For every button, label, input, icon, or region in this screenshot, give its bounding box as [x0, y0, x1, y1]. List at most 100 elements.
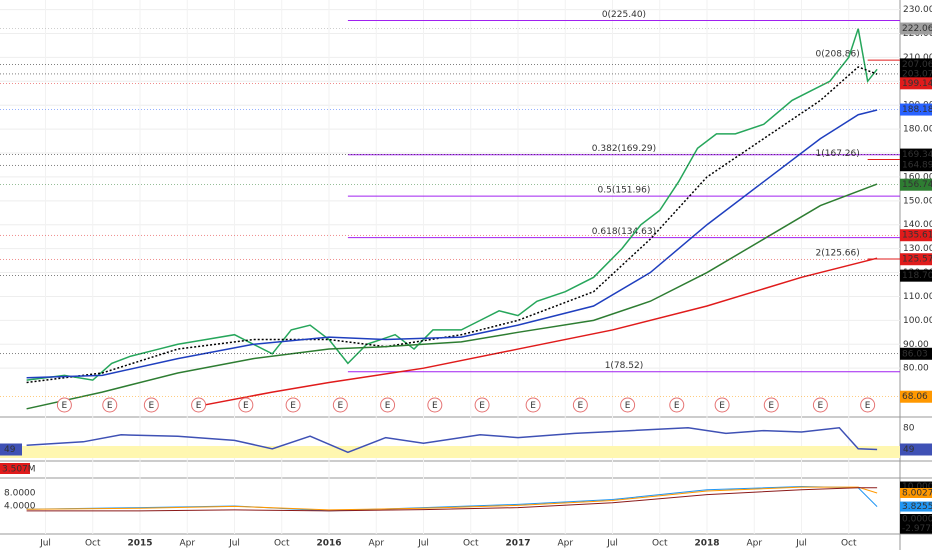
earnings-marker — [763, 397, 779, 413]
earnings-label: E — [818, 401, 824, 411]
earnings-label: E — [625, 401, 631, 411]
rsi-last: 49 — [903, 445, 915, 455]
price-line — [196, 257, 878, 408]
earnings-marker — [860, 397, 876, 413]
earnings-marker — [191, 397, 207, 413]
macd-label-box — [900, 523, 932, 534]
macd-label: 3.8255 — [902, 502, 932, 512]
volume-label-box — [0, 463, 30, 474]
x-tick-label: Apr — [179, 539, 195, 549]
price-line — [26, 66, 878, 384]
earnings-label: E — [290, 401, 296, 411]
price-label-box — [900, 229, 932, 242]
fib-label: 0(208.86) — [816, 50, 860, 60]
price-label: 125.57 — [902, 255, 932, 265]
y-tick-label: 100.00 — [903, 316, 932, 326]
x-tick-label: Apr — [368, 539, 384, 549]
price-label: 207.06 — [902, 60, 932, 70]
earnings-label: E — [432, 401, 438, 411]
price-label-box — [900, 253, 932, 266]
y-tick-label: 110.00 — [903, 292, 932, 302]
earnings-label: E — [578, 401, 584, 411]
price-label-box — [900, 77, 932, 90]
macd-label: 0.0000 — [902, 515, 932, 525]
price-label: 222.06 — [902, 24, 932, 34]
x-tick-label: Oct — [274, 539, 290, 549]
macd-label-box — [900, 487, 932, 498]
x-tick-label: Apr — [557, 539, 573, 549]
x-tick-label: Jul — [417, 539, 429, 549]
price-line — [26, 109, 878, 379]
rsi-line — [26, 427, 878, 454]
macd-label-box — [900, 481, 932, 492]
y-tick-label: 160.00 — [903, 172, 932, 182]
y-tick-label: 80.00 — [903, 364, 929, 374]
earnings-label: E — [530, 401, 536, 411]
rsi-tick-label: 80 — [903, 423, 915, 433]
rsi-last-box — [900, 443, 932, 456]
x-tick-label: Oct — [85, 539, 101, 549]
earnings-label: E — [674, 401, 680, 411]
y-tick-label: 90.00 — [903, 340, 929, 350]
earnings-marker — [714, 397, 730, 413]
macd-tick-label: 4.0000 — [4, 502, 36, 512]
y-tick-label: 150.00 — [903, 196, 932, 206]
y-tick-label: 130.00 — [903, 244, 932, 254]
macd-label: 10.0000 — [902, 482, 932, 492]
x-tick-label: Oct — [463, 539, 479, 549]
price-label-box — [900, 58, 932, 71]
y-tick-label: 230.00 — [903, 5, 932, 15]
earnings-marker — [620, 397, 636, 413]
earnings-marker — [572, 397, 588, 413]
macd-line — [26, 486, 878, 511]
x-tick-label: 2015 — [127, 539, 152, 549]
earnings-marker — [332, 397, 348, 413]
earnings-marker — [669, 397, 685, 413]
macd-label-box — [900, 514, 932, 524]
earnings-label: E — [768, 401, 774, 411]
macd-label-box — [900, 501, 932, 512]
x-tick-label: 2018 — [694, 539, 719, 549]
price-label: 203.07 — [902, 69, 932, 79]
earnings-label: E — [479, 401, 485, 411]
y-tick-label: 180.00 — [903, 125, 932, 135]
price-label-box — [900, 178, 932, 191]
earnings-label: E — [148, 401, 154, 411]
earnings-marker — [812, 397, 828, 413]
fib-label: 0(225.40) — [602, 10, 646, 20]
earnings-label: E — [196, 401, 202, 411]
rsi-band — [0, 446, 900, 458]
price-label-box — [900, 103, 932, 116]
price-label-box — [900, 269, 932, 282]
y-tick-label: 210.00 — [903, 53, 932, 63]
price-label-box — [900, 148, 932, 161]
rsi-last-box-left — [0, 443, 22, 456]
fib-label: 0.5(151.96) — [598, 186, 651, 196]
earnings-marker — [102, 397, 118, 413]
x-tick-label: Jul — [606, 539, 618, 549]
macd-line — [26, 487, 878, 512]
fib-label: 1(167.26) — [816, 149, 860, 159]
fib-label: 1(78.52) — [605, 361, 644, 371]
x-tick-label: Jul — [39, 539, 51, 549]
fib-label: 0.618(134.63) — [592, 227, 656, 237]
earnings-label: E — [337, 401, 343, 411]
price-label-box — [900, 67, 932, 80]
earnings-marker — [56, 397, 72, 413]
price-label: 68.06 — [902, 392, 928, 402]
price-label-box — [900, 347, 932, 360]
volume-label: 3.507M — [2, 465, 36, 475]
x-tick-label: Oct — [652, 539, 668, 549]
macd-label: -2.9772 — [902, 524, 932, 534]
price-label-box — [900, 159, 932, 172]
earnings-marker — [474, 397, 490, 413]
price-label-box — [900, 390, 932, 403]
price-label: 164.89 — [902, 161, 932, 171]
price-line — [26, 28, 878, 381]
x-tick-label: Oct — [841, 539, 857, 549]
x-tick-label: Jul — [795, 539, 807, 549]
price-label: 156.74 — [902, 180, 932, 190]
macd-label: 8.0027 — [902, 488, 932, 498]
